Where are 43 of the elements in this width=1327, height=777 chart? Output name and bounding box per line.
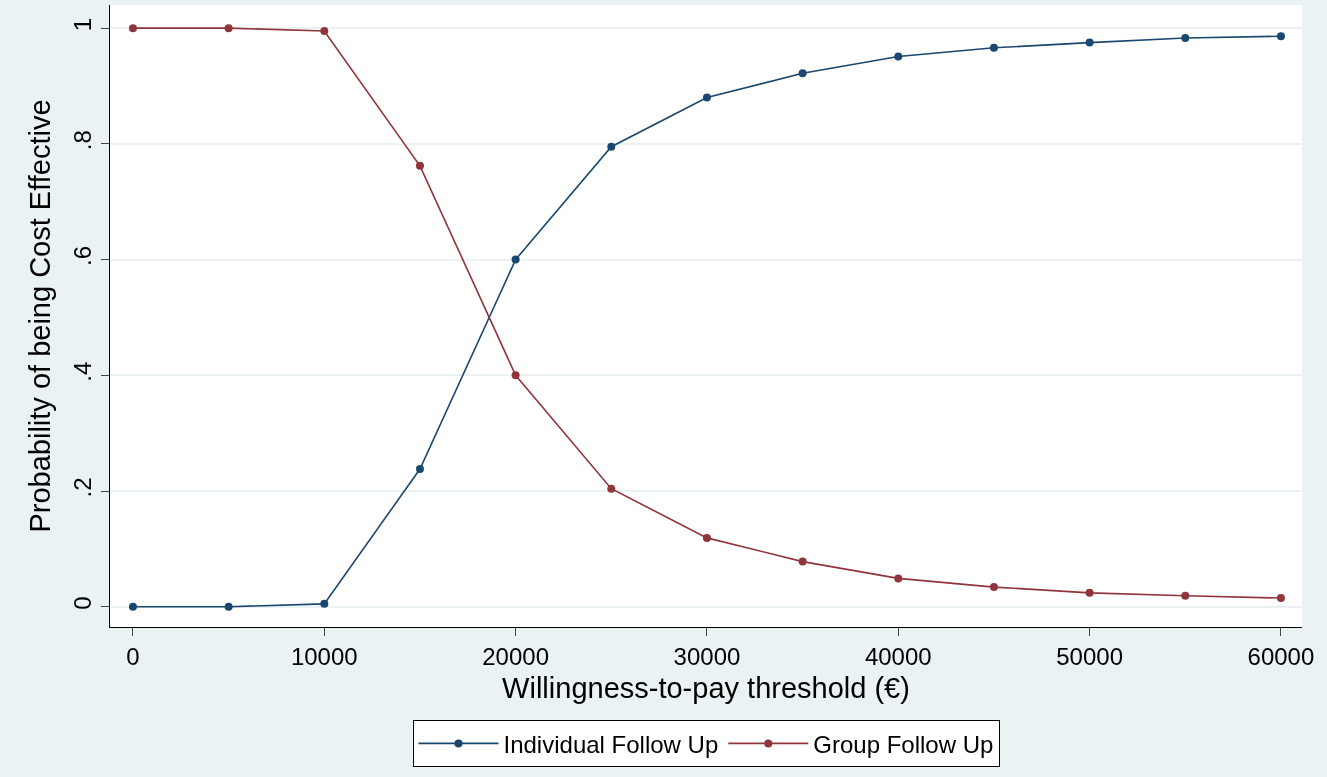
y-tick-label: .8: [69, 130, 97, 151]
point: [1181, 591, 1190, 600]
x-tick-label: 40000: [864, 642, 932, 670]
legend-label: Individual Follow Up: [503, 730, 719, 758]
point: [128, 24, 137, 33]
y-tick-label: 0: [69, 596, 97, 610]
point: [1276, 32, 1285, 41]
point: [1085, 38, 1094, 47]
x-tick-label: 20000: [482, 642, 549, 670]
point: [224, 24, 233, 33]
point: [320, 27, 329, 36]
point: [798, 69, 807, 78]
point: [702, 93, 711, 102]
point: [415, 465, 424, 474]
y-tick-label: .6: [69, 245, 97, 266]
y-tick-label: 1: [69, 17, 97, 32]
x-tick-label: 10000: [290, 642, 358, 670]
point: [894, 52, 903, 61]
point: [702, 533, 711, 542]
point: [128, 602, 137, 611]
point: [1085, 588, 1094, 597]
x-axis-title: Willingness-to-pay threshold (€): [502, 671, 910, 704]
point: [798, 557, 807, 566]
legend-label: Group Follow Up: [813, 730, 994, 758]
point: [415, 161, 424, 170]
y-axis-title: Probability of being Cost Effective: [23, 99, 56, 533]
point: [989, 583, 998, 592]
x-tick-label: 50000: [1056, 642, 1123, 670]
point: [607, 484, 616, 493]
x-tick-label: 30000: [673, 642, 741, 670]
y-tick-label: .4: [69, 361, 97, 382]
point: [1276, 594, 1285, 603]
point: [989, 43, 998, 52]
point: [224, 602, 233, 611]
point: [894, 574, 903, 583]
point: [320, 599, 329, 608]
x-tick-label: 0: [126, 642, 140, 670]
y-tick-label: .2: [69, 477, 97, 498]
point: [511, 255, 520, 264]
point: [1181, 33, 1190, 42]
point: [607, 142, 616, 151]
x-tick-label: 60000: [1247, 642, 1315, 670]
point: [511, 371, 520, 380]
